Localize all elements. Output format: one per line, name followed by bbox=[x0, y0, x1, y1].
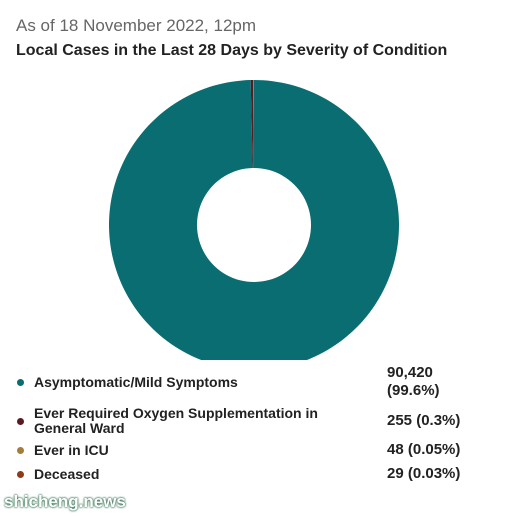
chart bbox=[109, 80, 399, 360]
watermark: shicheng.news bbox=[4, 492, 126, 511]
value-label: 90,420 (99.6%) bbox=[387, 364, 440, 399]
legend-label: Asymptomatic/Mild Symptoms bbox=[34, 373, 238, 390]
legend-item: Ever in ICU 48 (0.05%) bbox=[0, 440, 507, 460]
legend-item: Ever Required Oxygen Supplementation in … bbox=[0, 406, 507, 436]
slice bbox=[109, 80, 399, 360]
legend-marker bbox=[17, 470, 24, 478]
value-label: 29 (0.03%) bbox=[387, 465, 461, 482]
legend-item: Deceased 29 (0.03%) bbox=[0, 464, 507, 484]
slice bbox=[253, 80, 254, 169]
legend-label: Ever Required Oxygen Supplementation in … bbox=[34, 405, 318, 436]
slice bbox=[250, 80, 254, 169]
chart-title: Local Cases in the Last 28 Days by Sever… bbox=[16, 42, 448, 59]
legend-label: Ever in ICU bbox=[34, 441, 109, 458]
legend: Asymptomatic/Mild Symptoms 90,420 (99.6%)… bbox=[0, 362, 507, 488]
legend-marker bbox=[17, 378, 24, 386]
subtitle: As of 18 November 2022, 12pm bbox=[16, 16, 257, 35]
legend-marker bbox=[17, 446, 24, 454]
value-label: 255 (0.3%) bbox=[387, 412, 461, 429]
legend-marker bbox=[17, 417, 24, 425]
value-label: 48 (0.05%) bbox=[387, 441, 461, 458]
legend-label: Deceased bbox=[34, 465, 100, 482]
legend-item: Asymptomatic/Mild Symptoms 90,420 (99.6%) bbox=[0, 362, 507, 402]
